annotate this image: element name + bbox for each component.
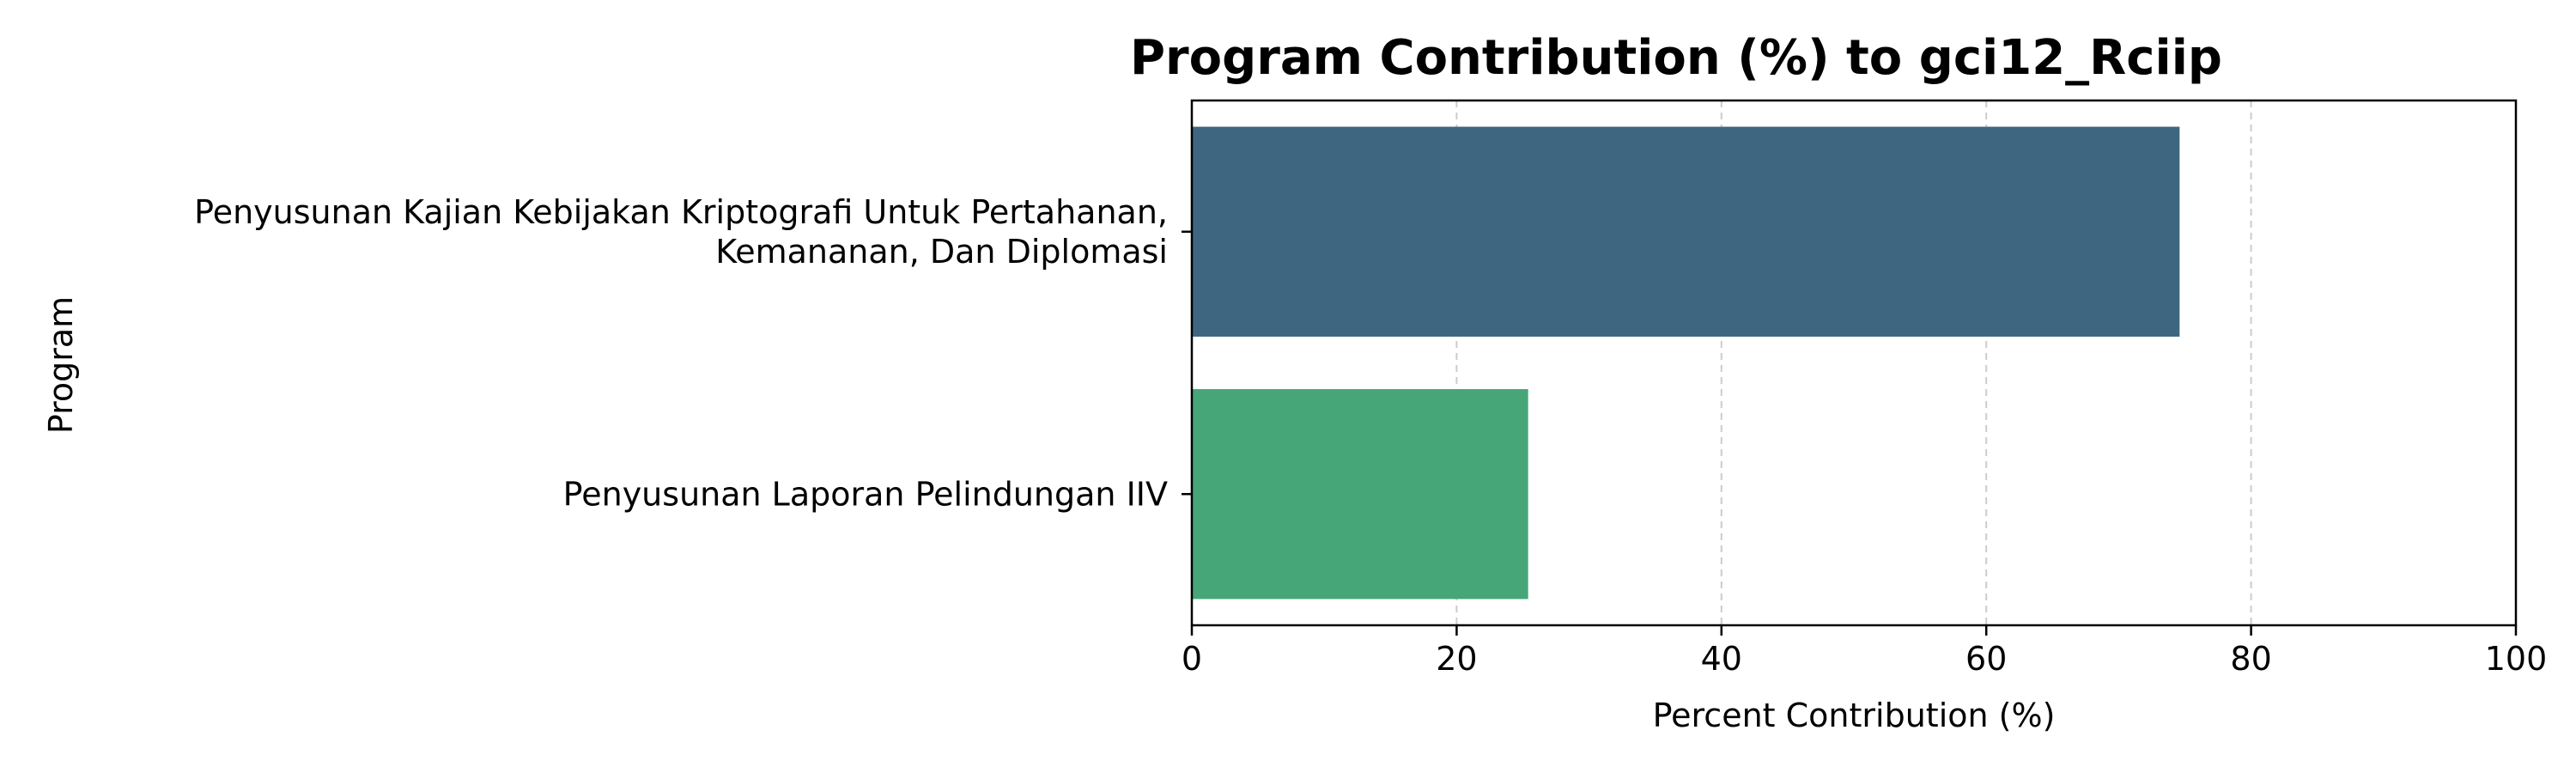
x-axis-label: Percent Contribution (%) <box>1653 697 2056 734</box>
x-axis-ticks: 0 20 40 60 80 100 <box>1182 625 2547 678</box>
category-label-line: Penyusunan Kajian Kebijakan Kriptografi … <box>194 193 1168 231</box>
category-label-line: Penyusunan Laporan Pelindungan IIV <box>563 475 1168 513</box>
bar-2 <box>1192 389 1528 600</box>
bars <box>1192 126 2180 600</box>
y-axis-label: Program <box>42 296 80 434</box>
x-tick-label: 60 <box>1965 640 2007 678</box>
x-tick-label: 100 <box>2485 640 2548 678</box>
x-tick-label: 40 <box>1701 640 1742 678</box>
x-tick-label: 80 <box>2230 640 2271 678</box>
category-label: Penyusunan Laporan Pelindungan IIV <box>563 475 1168 513</box>
y-axis-ticks: Penyusunan Kajian Kebijakan Kriptografi … <box>194 193 1192 513</box>
chart-title: Program Contribution (%) to gci12_Rciip <box>1130 30 2222 86</box>
x-tick-label: 20 <box>1436 640 1477 678</box>
plot-frame <box>1190 99 2518 627</box>
x-tick-label: 0 <box>1182 640 1202 678</box>
category-label: Penyusunan Kajian Kebijakan Kriptografi … <box>194 193 1168 271</box>
bar-1 <box>1192 126 2180 337</box>
category-label-line: Kemananan, Dan Diplomasi <box>715 233 1168 271</box>
